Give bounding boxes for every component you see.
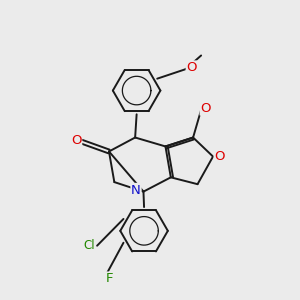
Text: O: O: [71, 134, 82, 147]
Text: O: O: [186, 61, 197, 74]
Text: Cl: Cl: [83, 239, 94, 252]
Text: O: O: [200, 102, 211, 115]
Text: F: F: [106, 272, 114, 285]
Text: N: N: [131, 184, 141, 196]
Text: O: O: [214, 150, 225, 163]
